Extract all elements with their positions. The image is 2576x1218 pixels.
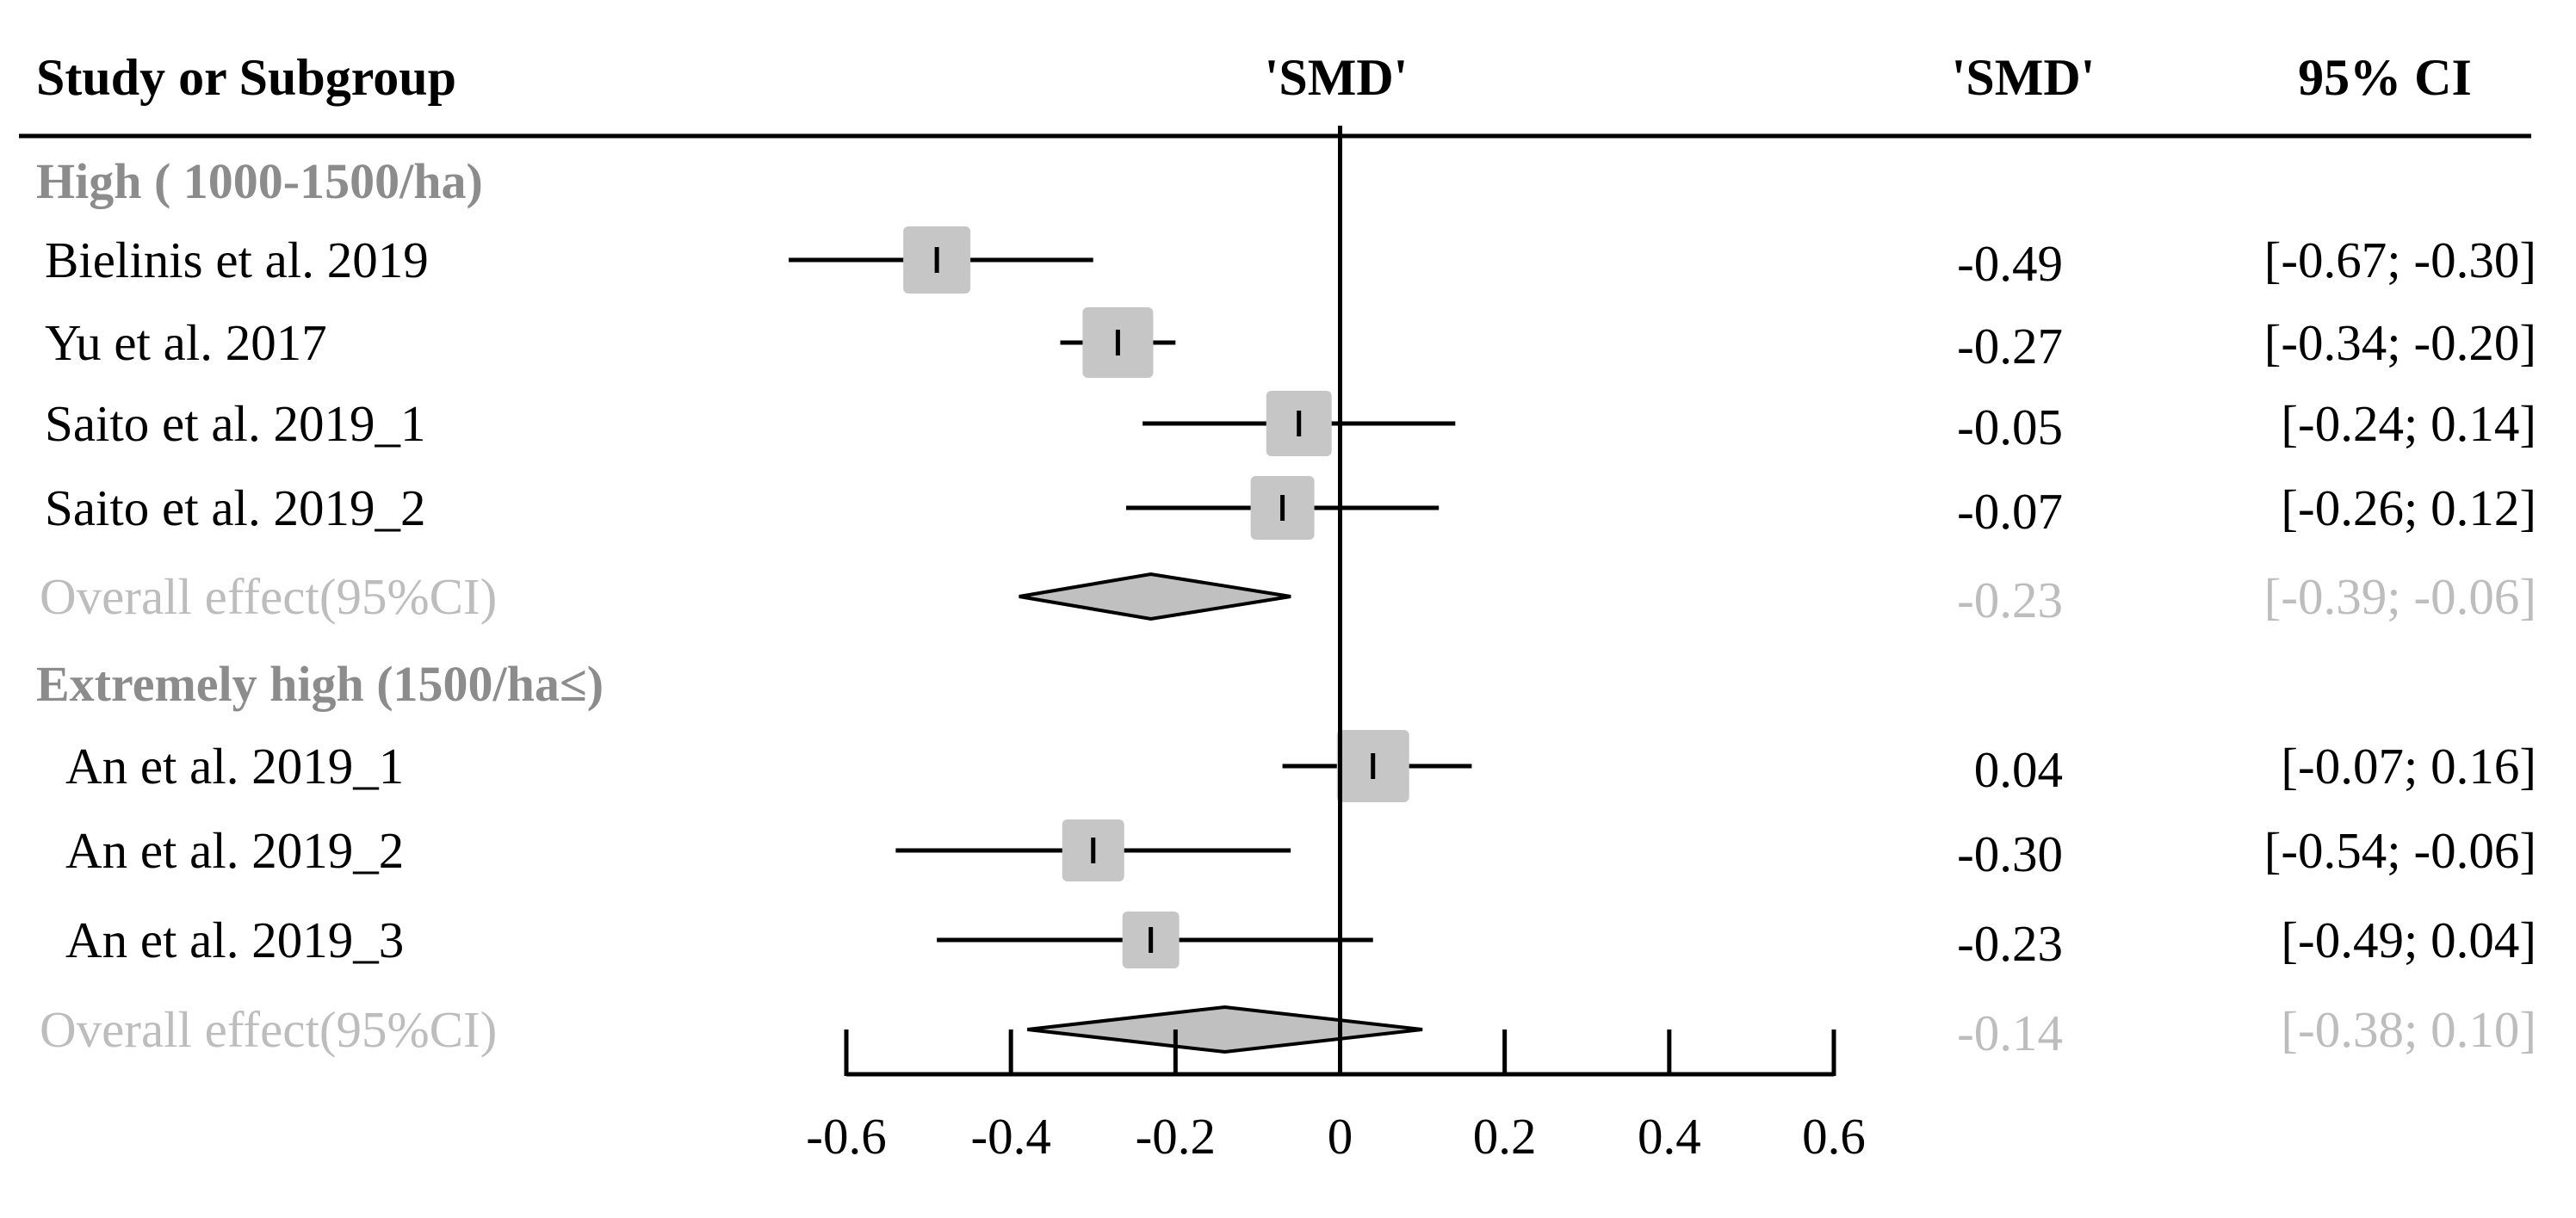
overall-row: Overall effect(95%CI) -0.23 [-0.39; -0.06]: [40, 568, 2536, 628]
study-row: An et al. 2019_3 -0.23 [-0.49; 0.04]: [65, 912, 2536, 972]
smd-value: -0.49: [1957, 235, 2063, 292]
ci-value: [-0.26; 0.12]: [2281, 479, 2536, 536]
smd-value: 0.04: [1974, 741, 2063, 798]
overall-label: Overall effect(95%CI): [40, 1001, 497, 1058]
study-name: Saito et al. 2019_2: [45, 479, 425, 536]
ci-value: [-0.34; -0.20]: [2264, 314, 2536, 371]
header-smd-label: 'SMD': [1952, 49, 2096, 106]
overall-row: Overall effect(95%CI) -0.14 [-0.38; 0.10]: [40, 1001, 2536, 1061]
tick-label: 0.6: [1802, 1108, 1866, 1165]
study-name: An et al. 2019_3: [65, 912, 404, 968]
study-row: An et al. 2019_1 0.04 [-0.07; 0.16]: [65, 730, 2536, 802]
tick-label: -0.6: [806, 1108, 886, 1165]
tick-label: 0.4: [1638, 1108, 1701, 1165]
study-name: Bielinis et al. 2019: [45, 232, 429, 288]
subgroup: Extremely high (1500/ha≤) An et al. 2019_…: [36, 656, 2536, 1061]
study-row: Yu et al. 2017 -0.27 [-0.34; -0.20]: [45, 307, 2536, 378]
smd-value: -0.07: [1957, 483, 2063, 540]
overall-smd-value: -0.23: [1957, 572, 2063, 628]
tick-label: -0.2: [1136, 1108, 1216, 1165]
ci-value: [-0.07; 0.16]: [2281, 738, 2536, 794]
study-row: An et al. 2019_2 -0.30 [-0.54; -0.06]: [65, 819, 2536, 882]
subgroup-label: High ( 1000-1500/ha): [36, 153, 483, 209]
smd-value: -0.23: [1957, 915, 2063, 972]
ci-value: [-0.54; -0.06]: [2264, 822, 2536, 879]
smd-value: -0.30: [1957, 825, 2063, 882]
study-name: Yu et al. 2017: [45, 314, 327, 371]
header-plot-label: 'SMD': [1265, 49, 1409, 106]
smd-value: -0.05: [1957, 399, 2063, 455]
overall-smd-value: -0.14: [1957, 1005, 2063, 1061]
smd-value: -0.27: [1957, 318, 2063, 374]
table-rows: High ( 1000-1500/ha) Bielinis et al. 2019…: [36, 153, 2536, 1061]
study-name: An et al. 2019_1: [65, 738, 404, 794]
subgroup-label: Extremely high (1500/ha≤): [36, 656, 604, 712]
overall-diamond: [1027, 1005, 1423, 1054]
header-study-label: Study or Subgroup: [36, 49, 456, 106]
overall-ci-value: [-0.38; 0.10]: [2281, 1001, 2536, 1058]
overall-diamond: [1019, 572, 1291, 621]
overall-label: Overall effect(95%CI): [40, 568, 497, 625]
tick-label: -0.4: [970, 1108, 1050, 1165]
ci-value: [-0.24; 0.14]: [2281, 395, 2536, 452]
header-ci-label: 95% CI: [2298, 49, 2472, 106]
tick-label: 0.2: [1473, 1108, 1537, 1165]
overall-ci-value: [-0.39; -0.06]: [2264, 568, 2536, 625]
study-name: An et al. 2019_2: [65, 822, 404, 879]
subgroup: High ( 1000-1500/ha) Bielinis et al. 2019…: [36, 153, 2536, 628]
study-name: Saito et al. 2019_1: [45, 395, 425, 452]
study-row: Bielinis et al. 2019 -0.49 [-0.67; -0.30]: [45, 226, 2536, 294]
x-axis: -0.6 -0.4 -0.2 0 0.2 0.4 0.6: [806, 126, 1866, 1165]
ci-value: [-0.67; -0.30]: [2264, 232, 2536, 288]
tick-label: 0: [1328, 1108, 1353, 1165]
study-row: Saito et al. 2019_1 -0.05 [-0.24; 0.14]: [45, 391, 2536, 456]
study-row: Saito et al. 2019_2 -0.07 [-0.26; 0.12]: [45, 476, 2536, 540]
ci-value: [-0.49; 0.04]: [2281, 912, 2536, 968]
